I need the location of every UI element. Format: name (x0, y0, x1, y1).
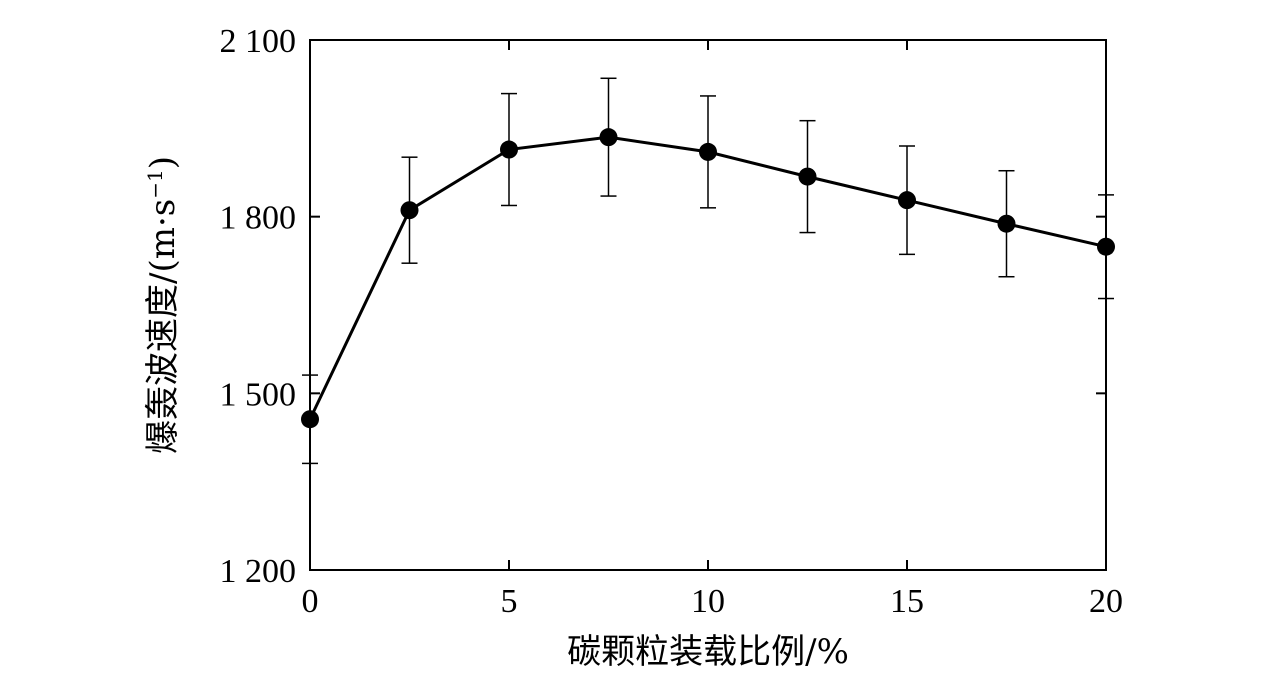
y-axis-title-close: ) (143, 156, 183, 169)
data-point (798, 167, 817, 186)
x-tick-label: 0 (302, 583, 319, 620)
y-tick-label: 1 200 (220, 553, 297, 590)
x-tick-label: 15 (890, 583, 924, 620)
data-point (699, 142, 717, 161)
data-point (1097, 237, 1115, 256)
data-point (301, 410, 319, 429)
data-point (400, 201, 419, 220)
data-points (301, 128, 1115, 429)
x-tick-label: 10 (691, 583, 725, 620)
x-tick-label: 20 (1089, 583, 1123, 620)
y-axis-title: 爆轰波速度/(m·s−1) (143, 156, 183, 454)
x-axis-ticks: 0 5 10 15 20 (302, 40, 1123, 620)
y-tick-label: 2 100 (220, 23, 297, 60)
data-point (599, 128, 618, 147)
data-point (898, 191, 916, 210)
x-tick-label: 5 (501, 583, 518, 620)
y-tick-label: 1 800 (220, 200, 297, 237)
y-axis-title-superscript: −1 (143, 169, 167, 198)
y-axis-ticks: 1 200 1 500 1 800 2 100 (220, 23, 1106, 590)
error-bars (302, 77, 1114, 465)
y-tick-label: 1 500 (220, 376, 297, 413)
y-axis-title-main: 爆轰波速度/(m·s (143, 199, 183, 454)
data-point (500, 140, 518, 159)
x-axis-title: 碳颗粒装载比例/% (567, 632, 849, 672)
data-point (997, 214, 1016, 233)
